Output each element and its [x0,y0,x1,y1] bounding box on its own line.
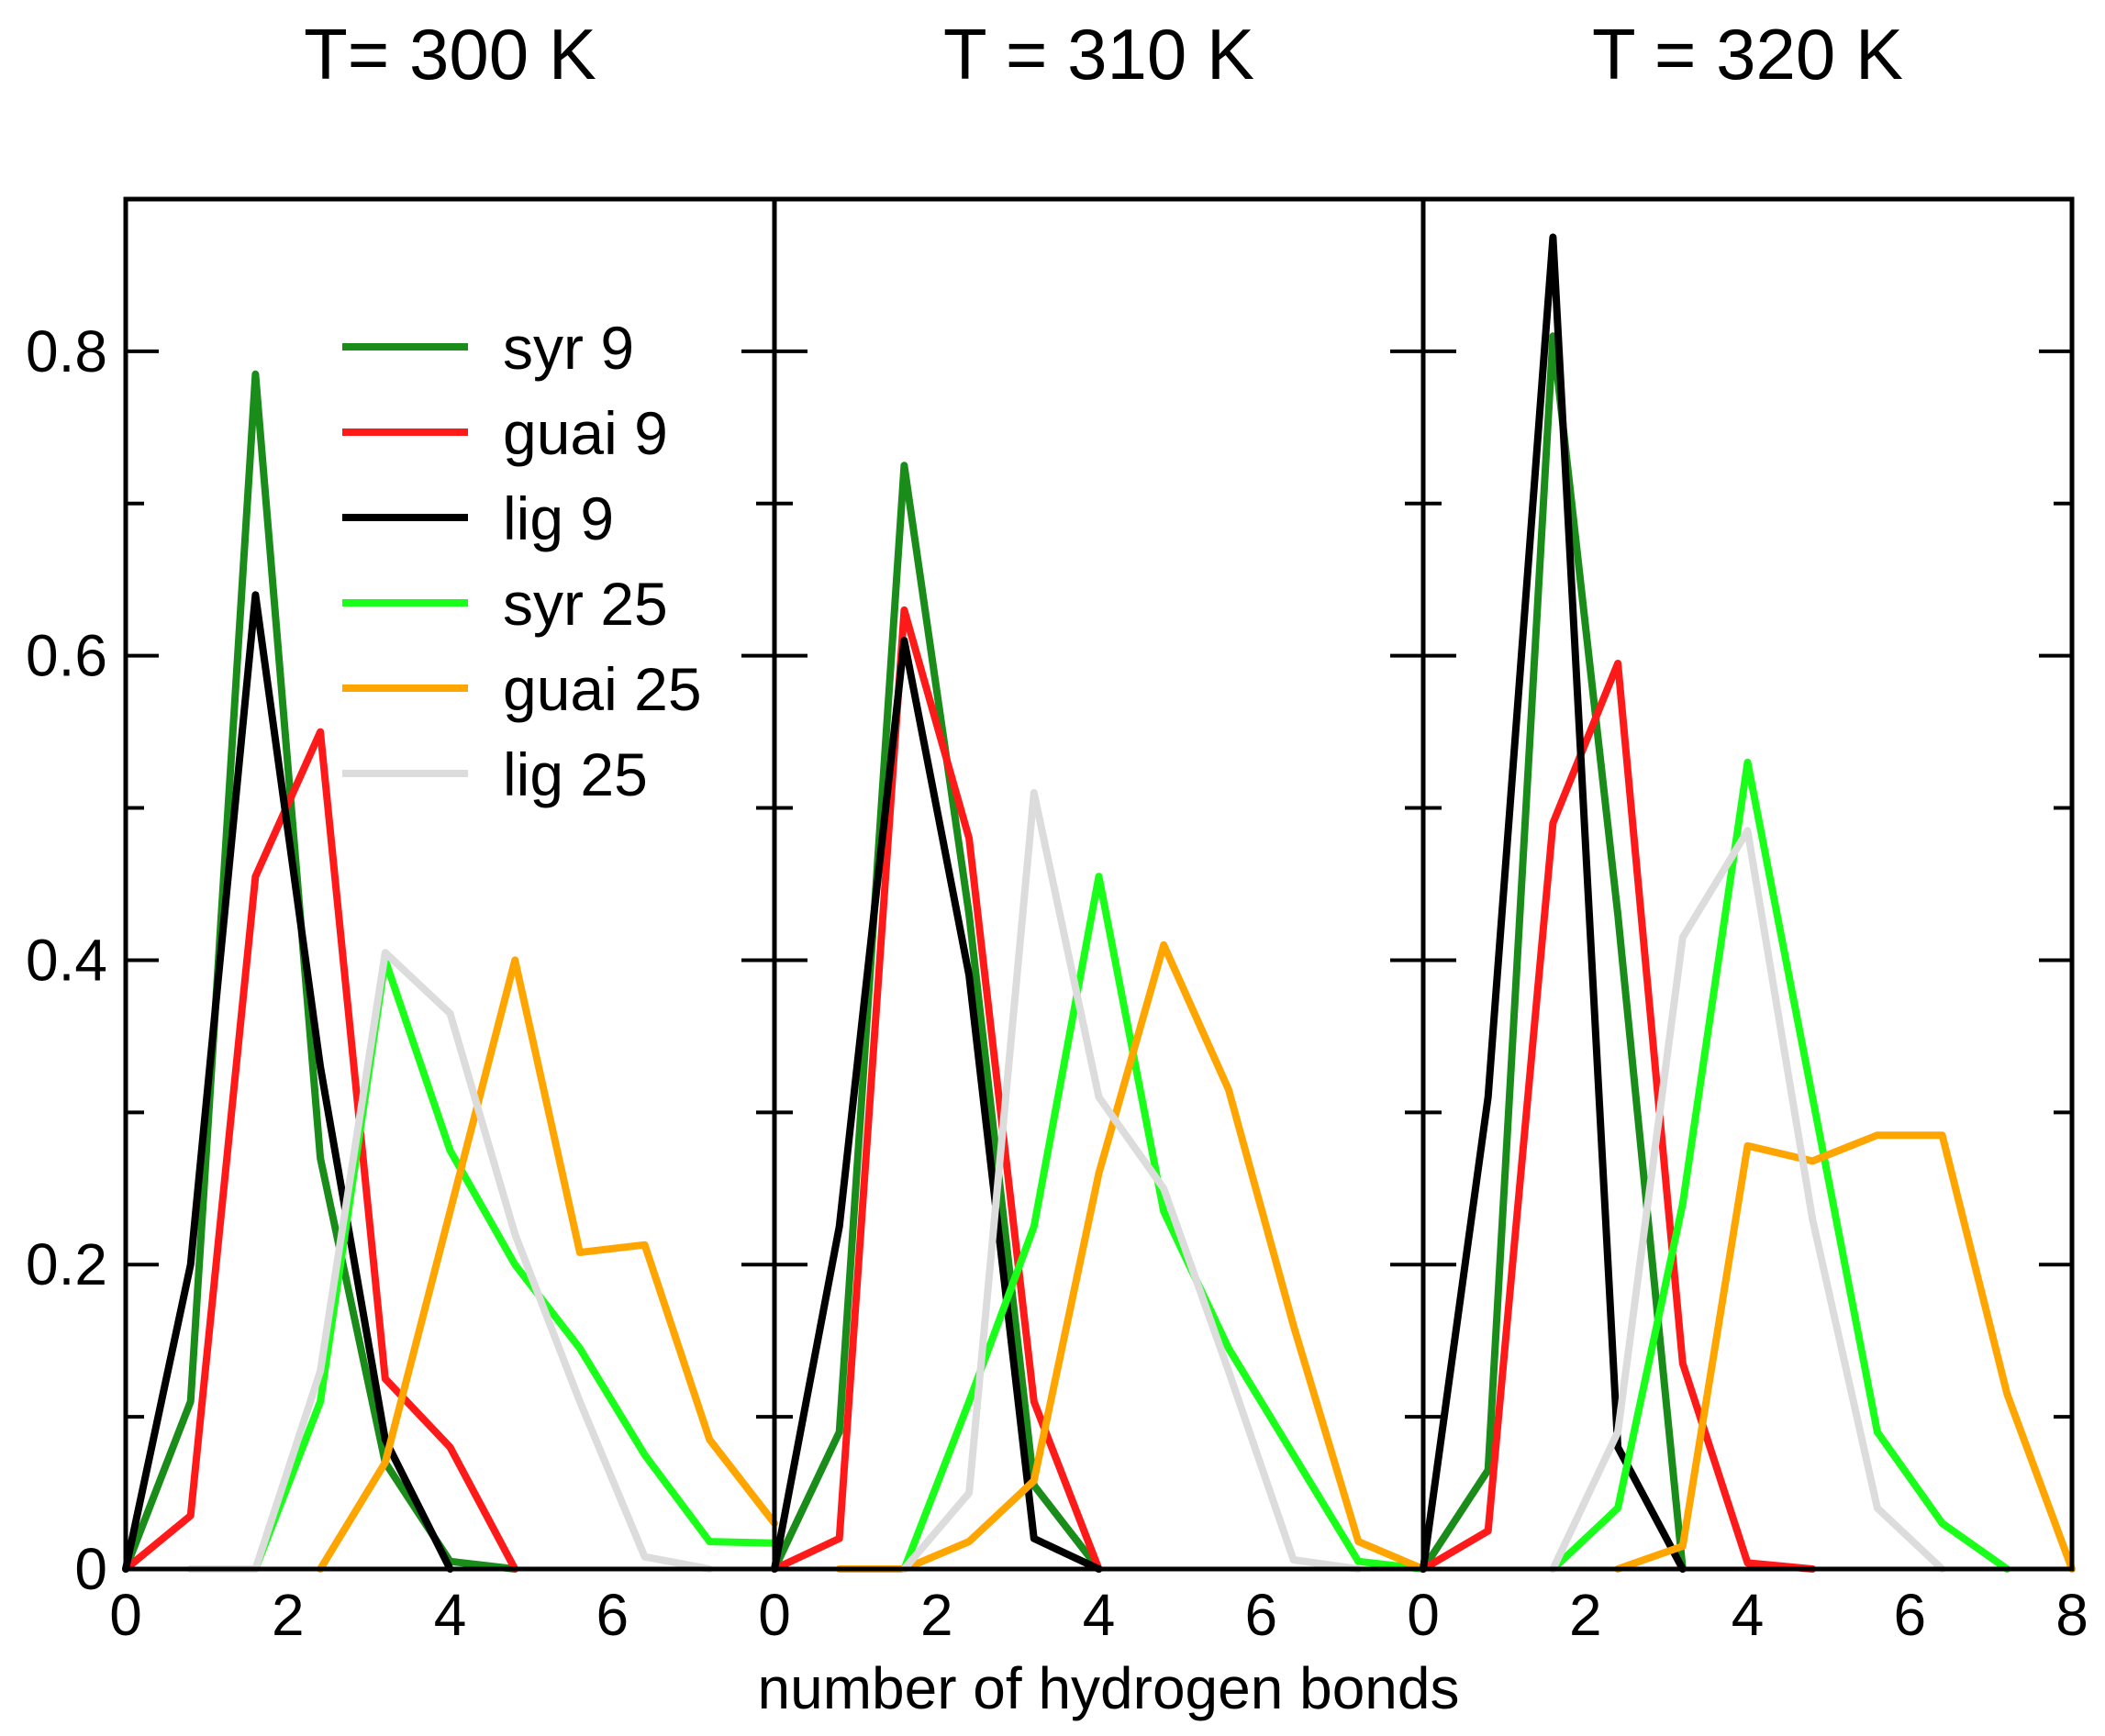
series-line-lig-9 [122,591,454,1573]
legend-item: syr 9 [342,314,634,382]
legend-item: syr 25 [342,570,668,638]
legend-item: guai 25 [342,655,702,723]
legend-item: guai 9 [342,399,668,467]
series-line-guai-9 [122,728,519,1573]
y-tick-label: 0.4 [26,927,107,993]
x-tick-label: 0 [1407,1582,1440,1648]
x-tick-label: 0 [109,1582,142,1648]
x-tick-label: 2 [920,1582,953,1648]
legend-label: lig 25 [503,740,648,808]
x-tick-label: 6 [1244,1582,1277,1648]
legend: syr 9 guai 9 lig 9 syr 25 guai 25 lig 25 [342,314,702,808]
series-line-guai-25 [835,940,1427,1573]
panel-title: T= 300 K [304,14,596,95]
x-tick-label: 2 [1569,1582,1602,1648]
legend-label: guai 9 [503,399,668,467]
plot-frame [1420,196,2075,1572]
panel-1: T= 300 K 0 0.2 0.4 0.6 0.8 0 2 4 6 [26,14,778,1648]
x-tick-label: 0 [758,1582,791,1648]
series-line-lig-9 [771,637,1103,1573]
y-tick-label: 0.8 [26,318,107,384]
legend-item: lig 25 [342,740,648,808]
series-line-lig-25 [1549,827,1946,1573]
series-line-syr-25 [1549,758,2011,1573]
x-tick-label: 8 [2055,1582,2088,1648]
series-line-lig-25 [900,789,1363,1573]
x-tick-label: 6 [1893,1582,1926,1648]
x-tick-label: 4 [1732,1582,1765,1648]
series-line-lig-9 [1420,233,1687,1573]
legend-item: lig 9 [342,484,614,552]
y-tick-label: 0.2 [26,1231,107,1297]
x-tick-label: 6 [596,1582,629,1648]
panel-title: T = 320 K [1592,14,1903,95]
series-line-syr-25 [186,956,778,1573]
series-line-syr-9 [771,462,1103,1573]
x-tick-label: 4 [1083,1582,1116,1648]
legend-label: syr 25 [503,570,668,638]
panel-title: T = 310 K [943,14,1254,95]
x-tick-label: 2 [272,1582,305,1648]
series-line-lig-25 [186,949,714,1573]
series-line-syr-9 [1420,332,1687,1573]
panel-2: T = 310 K 0 2 4 6 [758,14,1427,1648]
panel-3: T = 320 K 0 2 4 6 8 [1407,14,2088,1648]
series-group [1420,233,2076,1573]
series-line-syr-25 [900,873,1427,1573]
series-group [771,462,1427,1573]
series-line-guai-9 [771,606,1103,1573]
legend-label: guai 25 [503,655,702,723]
y-tick-label: 0.6 [26,623,107,689]
series-line-guai-25 [1614,1131,2076,1573]
x-tick-label: 4 [434,1582,467,1648]
x-axis-label: number of hydrogen bonds [758,1655,1460,1721]
y-tick-label: 0 [74,1536,107,1602]
series-line-guai-9 [1420,660,1817,1573]
series-line-guai-25 [317,956,778,1573]
legend-label: syr 9 [503,314,634,382]
panels-layer: T= 300 K00.20.40.60.80 2 4 6T = 310 K0 2 4 6T … [26,14,2088,1648]
legend-label: lig 9 [503,484,614,552]
series-group [122,370,778,1573]
